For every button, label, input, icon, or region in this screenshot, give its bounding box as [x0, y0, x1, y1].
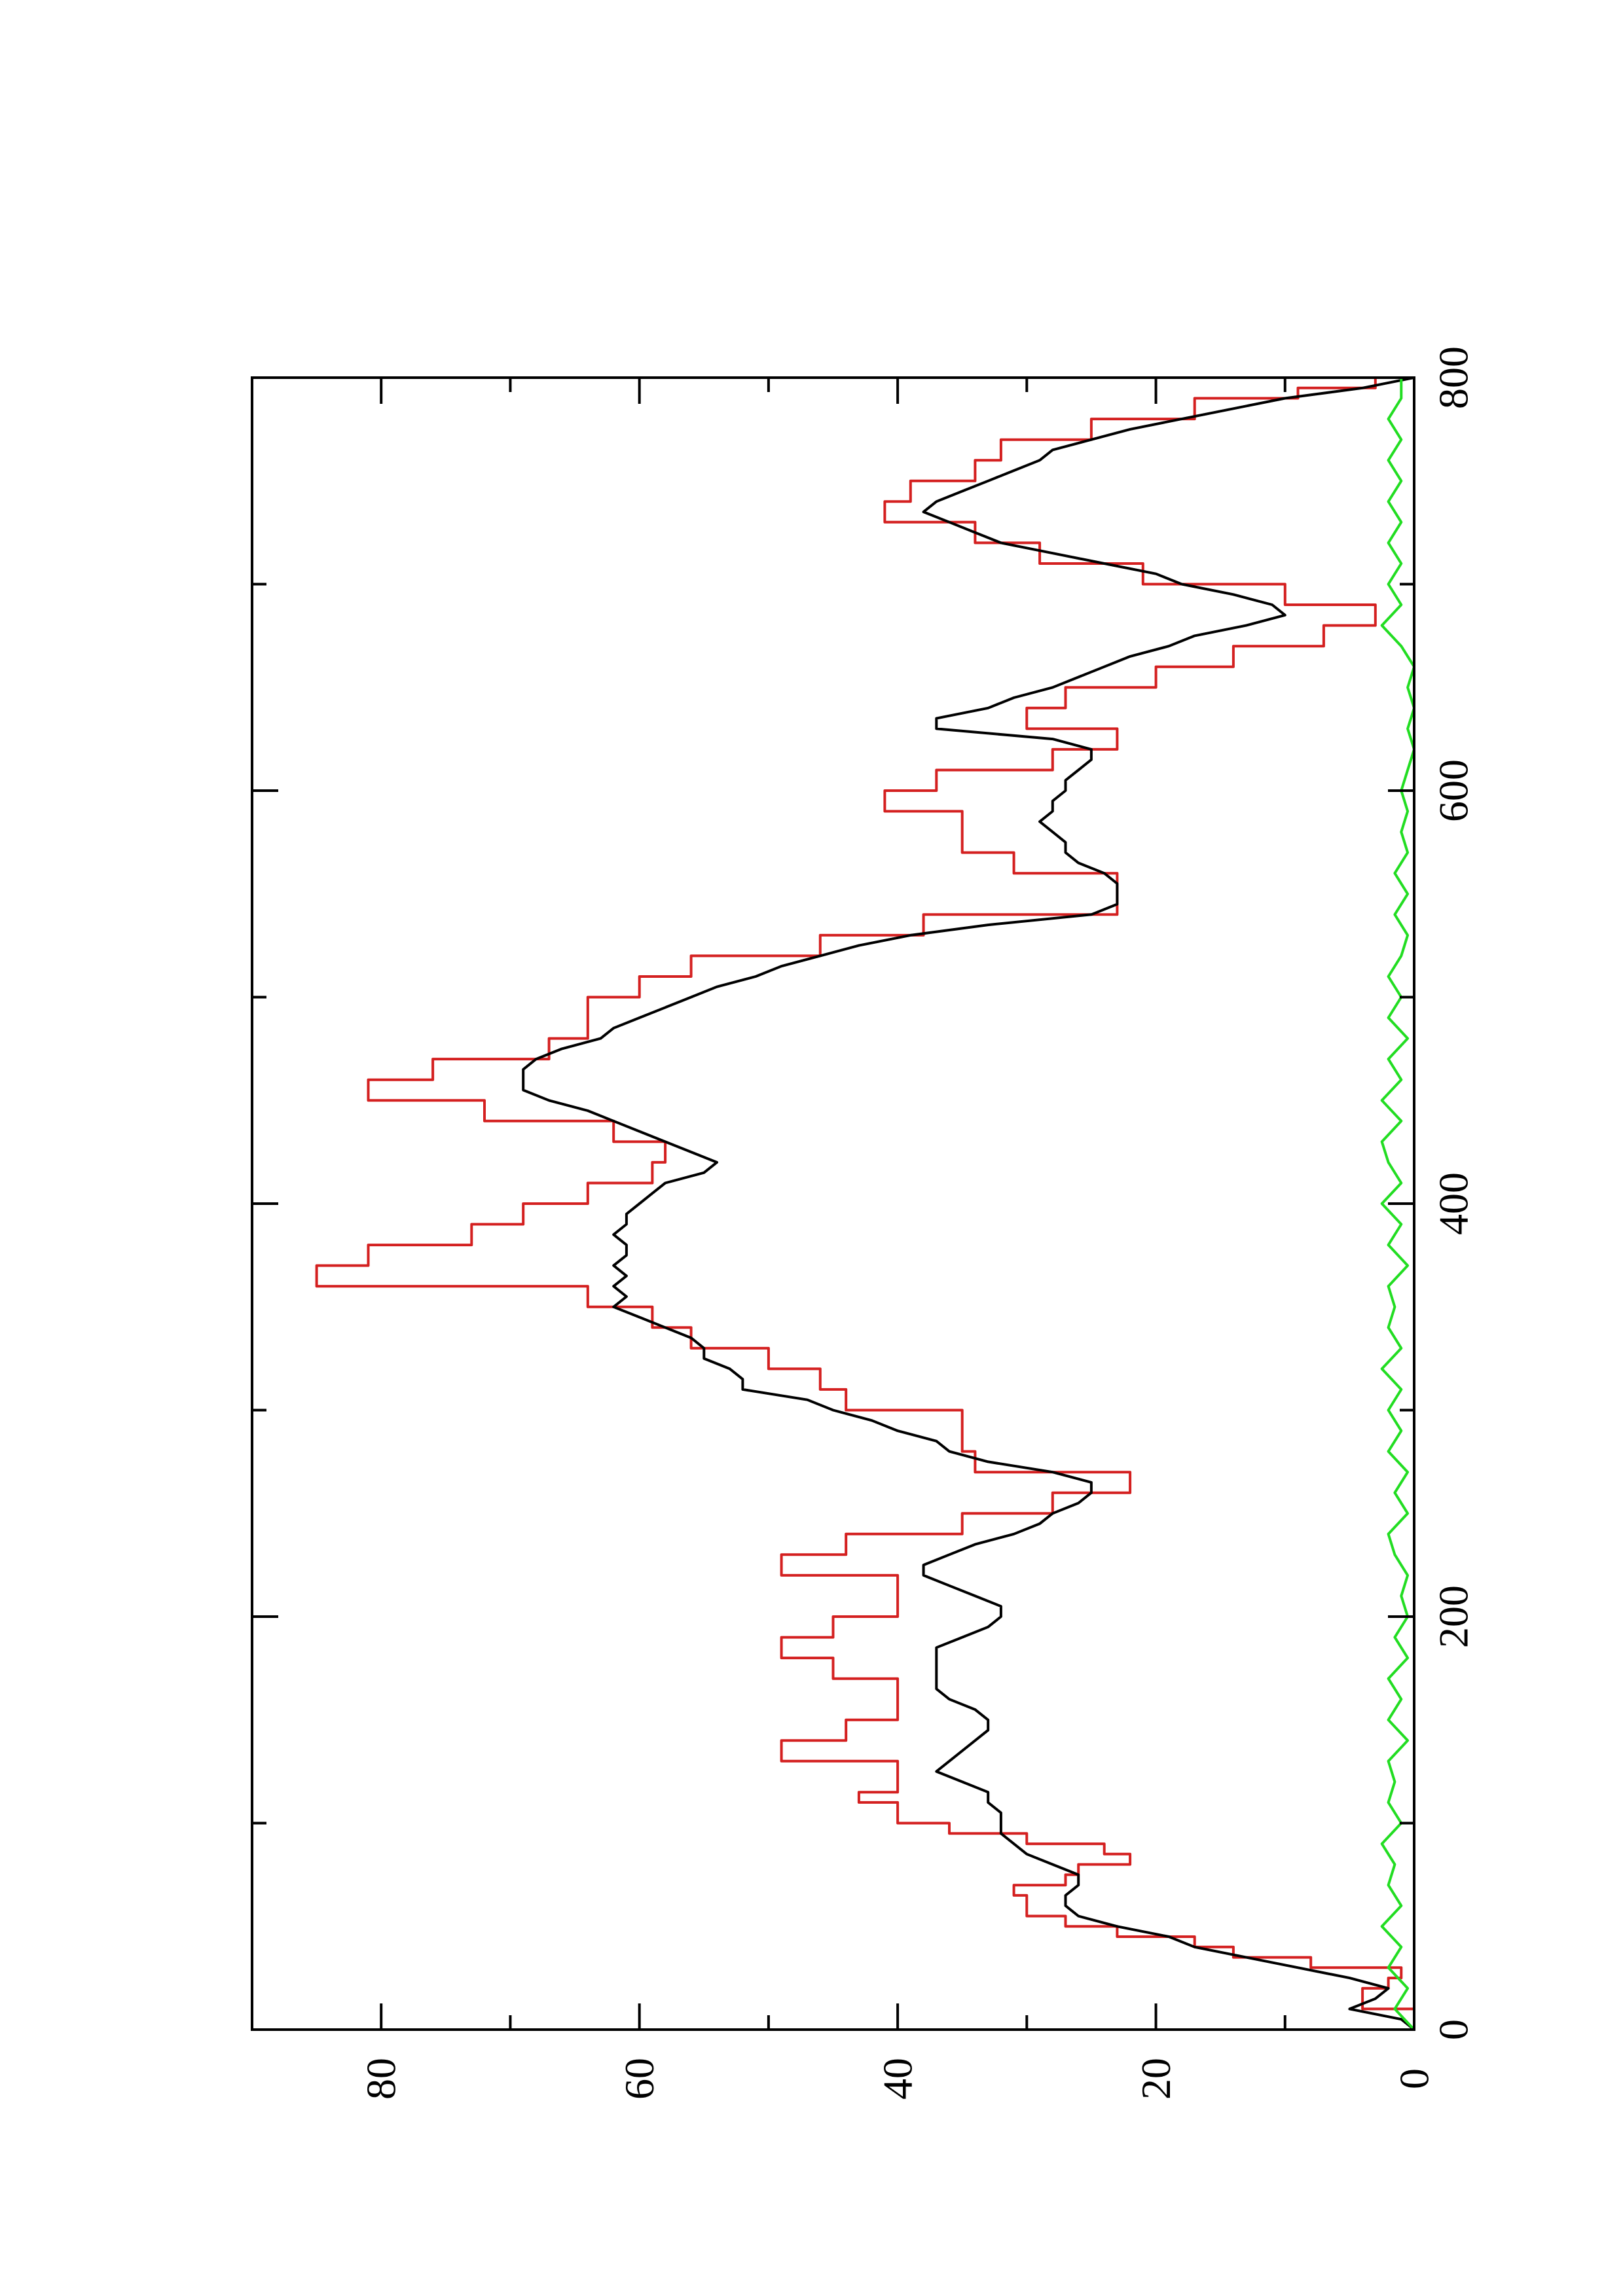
x-tick-label-600: 600 — [1431, 759, 1477, 822]
series-layer — [315, 376, 1415, 2031]
y-tick-label-0: 0 — [1391, 2068, 1438, 2089]
tick-layer — [252, 376, 1415, 2031]
x-tick-label-800: 800 — [1431, 346, 1477, 409]
series-line-3 — [1380, 378, 1415, 2031]
x-tick-label-400: 400 — [1431, 1172, 1477, 1235]
y-tick-label-40: 40 — [875, 2058, 921, 2100]
y-tick-label-20: 20 — [1133, 2058, 1179, 2100]
y-tick-label-60: 60 — [616, 2058, 663, 2100]
series-line-1 — [315, 376, 1415, 2030]
x-tick-label-200: 200 — [1431, 1585, 1477, 1648]
y-tick-label-80: 80 — [358, 2058, 405, 2100]
label-layer: 0 200 400 600 800 0 20 40 60 80 — [358, 346, 1477, 2100]
series-line-2 — [522, 376, 1415, 2031]
x-tick-label-0: 0 — [1431, 2019, 1477, 2040]
